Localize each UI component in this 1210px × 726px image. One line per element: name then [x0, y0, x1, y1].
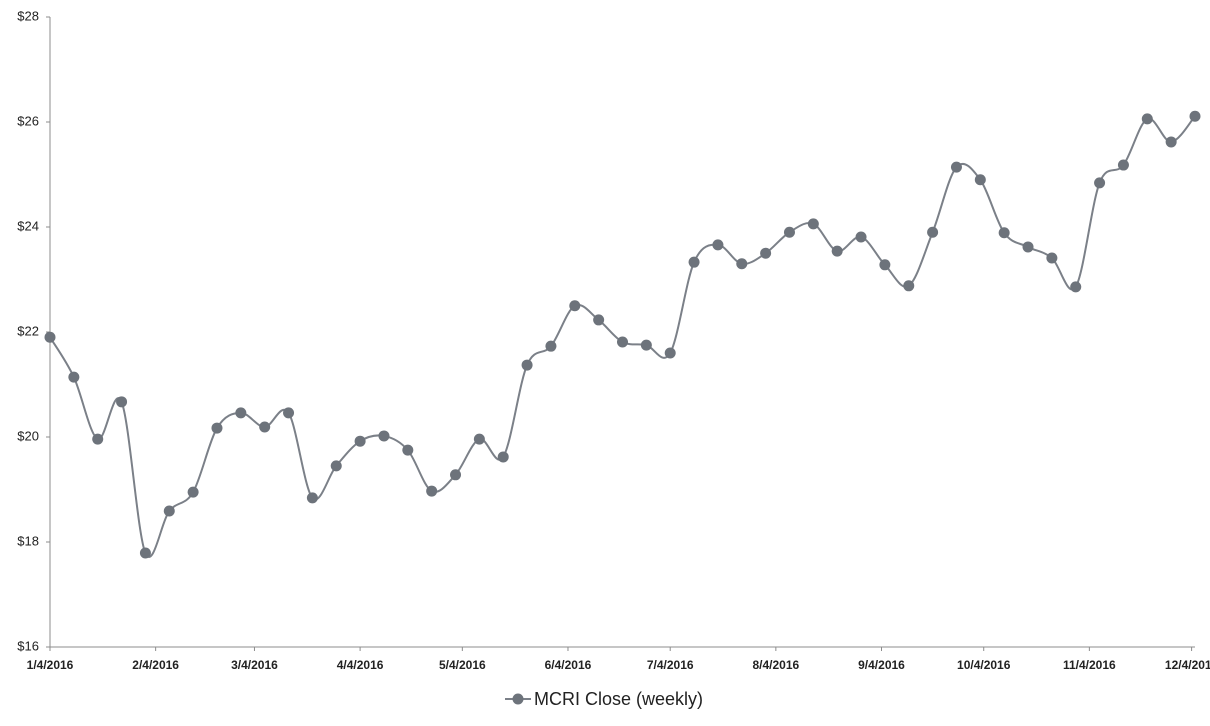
- data-point: [903, 280, 915, 292]
- data-point: [378, 430, 390, 442]
- x-tick-label: 6/4/2016: [545, 658, 592, 672]
- data-point: [92, 433, 104, 445]
- data-point: [1117, 159, 1129, 171]
- x-tick-label: 3/4/2016: [231, 658, 278, 672]
- data-point: [211, 422, 223, 434]
- data-point: [1022, 241, 1034, 253]
- data-point: [68, 371, 80, 383]
- data-point: [545, 340, 557, 352]
- x-tick-label: 7/4/2016: [647, 658, 694, 672]
- data-point: [688, 256, 700, 268]
- data-point: [235, 407, 247, 419]
- y-tick-label: $28: [17, 8, 39, 23]
- data-point: [187, 486, 199, 498]
- data-point: [1094, 177, 1106, 189]
- data-point: [783, 226, 795, 238]
- data-point: [998, 227, 1010, 239]
- data-point: [521, 359, 533, 371]
- data-point: [950, 161, 962, 173]
- data-point: [402, 444, 414, 456]
- data-point: [44, 331, 56, 343]
- data-point: [116, 396, 128, 408]
- data-point: [450, 469, 462, 481]
- data-point: [354, 435, 366, 447]
- data-point: [760, 247, 772, 259]
- data-point: [259, 421, 271, 433]
- data-point: [879, 259, 891, 271]
- data-point: [807, 218, 819, 230]
- y-tick-label: $24: [17, 218, 39, 233]
- y-tick-label: $18: [17, 533, 39, 548]
- data-point: [569, 300, 581, 312]
- x-tick-label: 1/4/2016: [27, 658, 74, 672]
- data-point: [426, 485, 438, 497]
- data-point: [617, 336, 628, 348]
- data-point: [927, 226, 939, 238]
- x-tick-label: 12/4/2016: [1165, 658, 1210, 672]
- legend-label: MCRI Close (weekly): [534, 689, 703, 709]
- y-tick-label: $26: [17, 113, 39, 128]
- x-tick-label: 5/4/2016: [439, 658, 486, 672]
- y-tick-label: $22: [17, 323, 39, 338]
- data-point: [1189, 110, 1201, 122]
- data-point: [712, 239, 724, 251]
- x-tick-label: 2/4/2016: [132, 658, 179, 672]
- data-point: [330, 460, 342, 472]
- data-point: [593, 314, 605, 326]
- data-point: [640, 339, 652, 351]
- data-point: [306, 492, 318, 504]
- data-point: [473, 433, 485, 445]
- x-tick-label: 9/4/2016: [858, 658, 905, 672]
- x-tick-label: 11/4/2016: [1063, 658, 1116, 672]
- data-point: [1070, 281, 1082, 293]
- x-tick-label: 10/4/2016: [957, 658, 1011, 672]
- data-point: [1165, 136, 1177, 148]
- data-point: [1141, 113, 1153, 125]
- data-point: [974, 174, 986, 186]
- y-tick-label: $16: [17, 638, 39, 653]
- legend-marker: [512, 693, 524, 705]
- data-point: [163, 505, 175, 517]
- x-tick-label: 4/4/2016: [337, 658, 384, 672]
- data-point: [497, 451, 509, 463]
- data-point: [831, 245, 843, 257]
- y-tick-label: $20: [17, 428, 39, 443]
- data-point: [283, 407, 295, 419]
- data-point: [736, 258, 748, 270]
- data-point: [139, 547, 151, 559]
- data-point: [664, 347, 676, 359]
- data-point: [1046, 252, 1058, 264]
- data-point: [855, 231, 867, 243]
- x-tick-label: 8/4/2016: [752, 658, 799, 672]
